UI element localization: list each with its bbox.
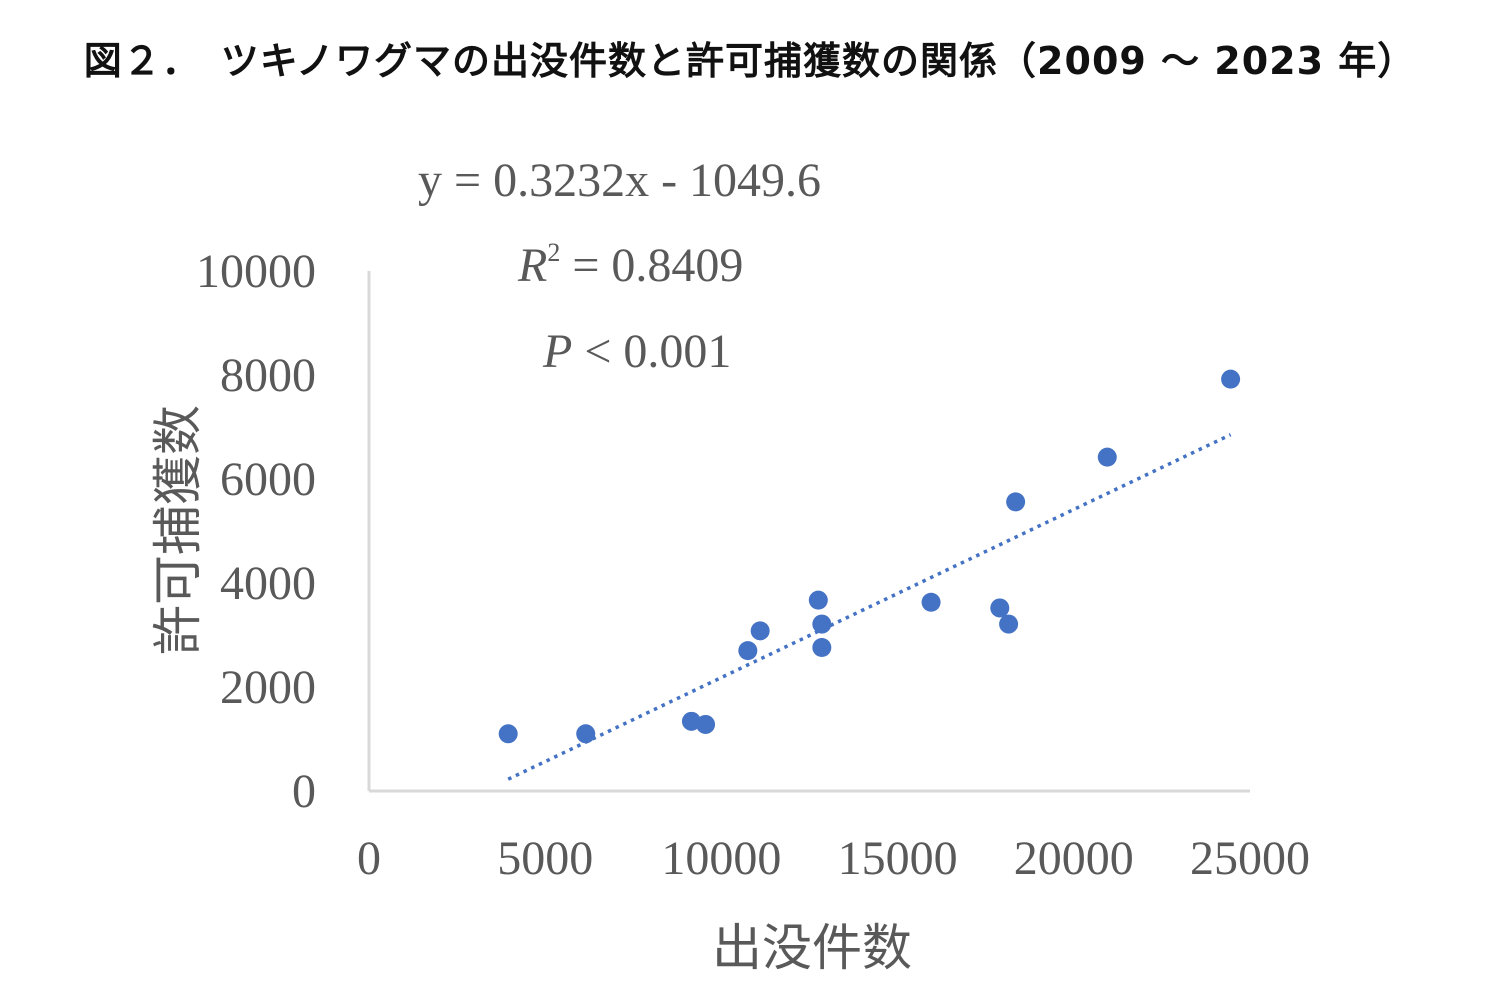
r-squared-symbol: R: [517, 239, 547, 292]
data-point: [1097, 447, 1117, 467]
x-axis-label: 出没件数: [712, 919, 912, 977]
y-tick-label: 0: [292, 765, 316, 818]
y-axis-label: 許可捕獲数: [149, 405, 207, 655]
data-point: [498, 724, 518, 744]
data-point: [990, 598, 1010, 618]
r-squared-annotation: R2 = 0.8409: [517, 238, 743, 292]
x-tick-label: 20000: [1014, 832, 1134, 885]
x-tick-label: 10000: [661, 832, 781, 885]
y-tick-label: 8000: [220, 349, 316, 402]
p-symbol: P: [542, 325, 572, 378]
data-point: [999, 614, 1019, 634]
p-value-annotation: P < 0.001: [542, 325, 731, 378]
data-point: [576, 724, 596, 744]
data-point: [1006, 492, 1026, 512]
x-tick-label: 25000: [1190, 832, 1310, 885]
y-tick-label: 6000: [220, 453, 316, 506]
r-squared-superscript: 2: [547, 238, 560, 267]
y-tick-label: 4000: [220, 557, 316, 610]
chart-title: 図２． ツキノワグマの出没件数と許可捕獲数の関係（2009 ～ 2023 年）: [83, 39, 1417, 83]
trendline: [507, 433, 1232, 781]
regression-equation: y = 0.3232x - 1049.6: [418, 154, 821, 207]
y-tick-label: 10000: [196, 245, 316, 298]
data-point: [921, 592, 941, 612]
data-point: [1221, 369, 1241, 389]
p-value: < 0.001: [572, 325, 731, 378]
data-point: [696, 714, 716, 734]
trendline-group: [507, 433, 1232, 781]
y-tick-label: 2000: [220, 661, 316, 714]
tick-labels: 0 5000 10000 15000 20000 25000 0 2000 4000 6000 80…: [196, 245, 1310, 885]
x-tick-label: 5000: [497, 832, 593, 885]
x-tick-label: 15000: [838, 832, 958, 885]
data-point: [808, 590, 828, 610]
data-points: [498, 369, 1241, 744]
data-point: [750, 621, 770, 641]
axes: [367, 271, 1250, 793]
r-squared-value: = 0.8409: [560, 239, 743, 292]
x-tick-label: 0: [357, 832, 381, 885]
data-point: [812, 637, 832, 657]
data-point: [812, 614, 832, 634]
data-point: [738, 641, 758, 661]
